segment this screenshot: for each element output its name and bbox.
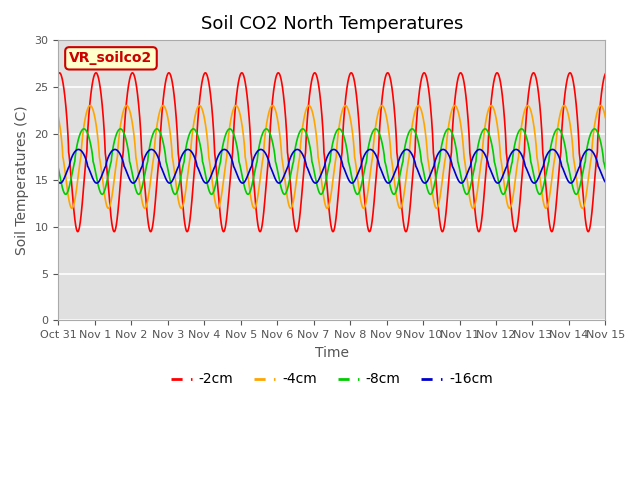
Legend: -2cm, -4cm, -8cm, -16cm: -2cm, -4cm, -8cm, -16cm [166,367,499,392]
Y-axis label: Soil Temperatures (C): Soil Temperatures (C) [15,106,29,255]
X-axis label: Time: Time [315,346,349,360]
Title: Soil CO2 North Temperatures: Soil CO2 North Temperatures [201,15,463,33]
Text: VR_soilco2: VR_soilco2 [69,51,152,65]
